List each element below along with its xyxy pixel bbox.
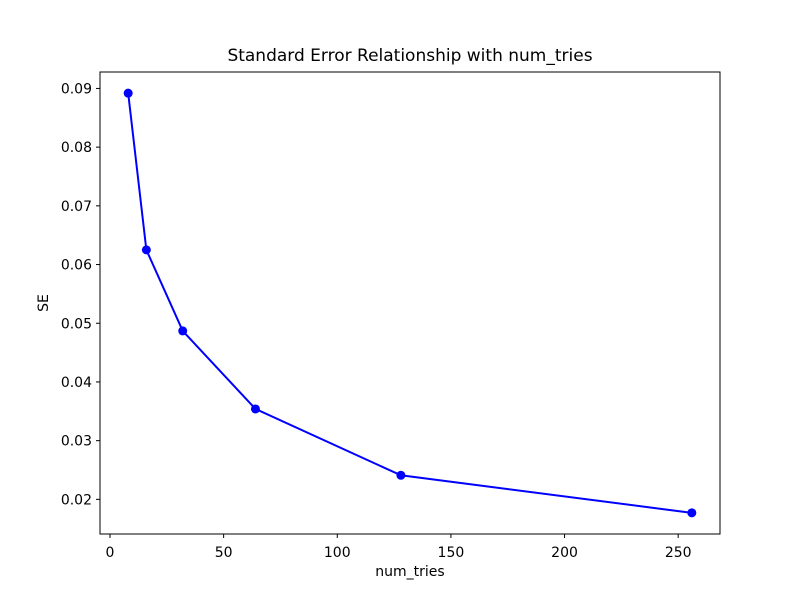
data-point-marker [178,326,188,336]
x-tick-label: 50 [215,545,233,561]
x-axis-label: num_tries [375,564,444,580]
data-point-marker [141,245,151,255]
y-axis-label: SE [36,294,52,312]
data-line [127,93,692,514]
y-tick-label: 0.07 [61,199,92,215]
data-points [123,88,697,518]
x-tick-label: 250 [665,545,692,561]
y-tick-label: 0.06 [61,258,92,274]
x-tick-label: 200 [551,545,578,561]
y-tick-label: 0.02 [61,492,92,508]
x-tick-label: 150 [438,545,465,561]
y-tick-label: 0.08 [61,140,92,156]
data-point-marker [250,404,260,414]
x-tick-label: 100 [324,545,351,561]
y-tick-label: 0.04 [61,375,92,391]
data-point-marker [123,88,133,98]
plot-border [99,71,721,535]
x-axis-ticks: 0 50 100 150 200 250 [106,534,692,561]
y-tick-label: 0.05 [61,316,92,332]
chart-title: Standard Error Relationship with num_tri… [227,46,592,66]
data-point-marker [396,470,406,480]
x-tick-label: 0 [106,545,115,561]
data-point-marker [687,508,697,518]
y-axis-ticks: 0.02 0.03 0.04 0.05 0.06 0.07 0.08 0.09 [61,81,100,508]
y-tick-label: 0.03 [61,434,92,450]
y-tick-label: 0.09 [61,81,92,97]
